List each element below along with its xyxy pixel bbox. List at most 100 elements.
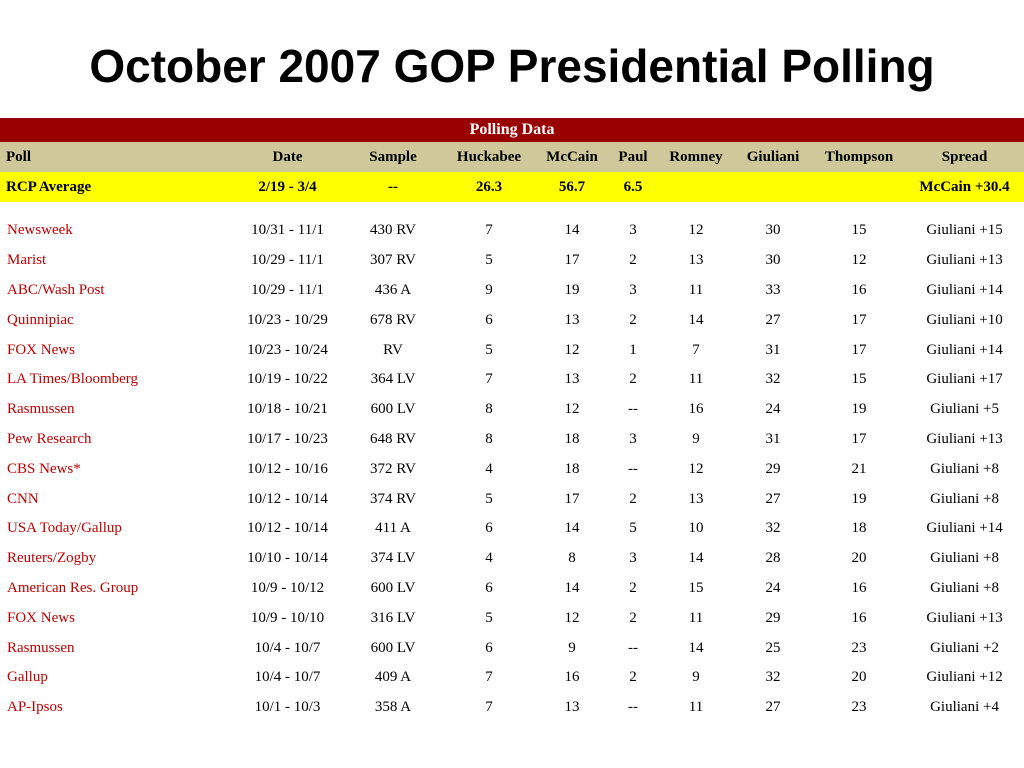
giuliani-cell: 32 [765,520,781,537]
header-huckabee[interactable]: Huckabee [441,142,537,172]
sample-cell: 436 A [374,281,412,298]
average-giuliani [733,172,813,202]
huckabee-cell: 6 [485,520,493,537]
table-row: Quinnipiac 10/23 - 10/29 678 RV 6 13 2 14 27 17 G… [0,305,1024,335]
header-date[interactable]: Date [230,142,345,172]
poll-link[interactable]: USA Today/Gallup [7,520,122,537]
sample-cell: 411 A [375,520,411,537]
date-cell: 10/23 - 10/24 [247,341,328,358]
table-row: FOX News 10/23 - 10/24 RV 5 12 1 7 31 17 Giuliani… [0,335,1024,365]
poll-link[interactable]: AP-Ipsos [7,699,63,716]
huckabee-cell: 7 [485,669,493,686]
spread-cell: Giuliani +17 [926,371,1003,388]
header-sample[interactable]: Sample [345,142,441,172]
table-row: AP-Ipsos 10/1 - 10/3 358 A 7 13 -- 11 27 23 Giuli… [0,693,1024,723]
average-romney [659,172,733,202]
poll-link[interactable]: Quinnipiac [7,311,74,328]
giuliani-cell: 31 [765,341,781,358]
giuliani-cell: 27 [765,311,781,328]
poll-link[interactable]: Pew Research [7,430,92,447]
poll-cell: ABC/Wash Post [0,276,230,306]
thompson-cell: 16 [851,579,867,596]
sample-cell: 600 LV [370,401,416,418]
table-row: USA Today/Gallup 10/12 - 10/14 411 A 6 14 5 10… [0,514,1024,544]
poll-link[interactable]: LA Times/Bloomberg [7,371,139,388]
romney-cell: 15 [688,579,704,596]
header-poll[interactable]: Poll [0,142,230,172]
giuliani-cell: 24 [765,579,781,596]
huckabee-cell: 6 [485,579,493,596]
paul-cell: 2 [629,252,637,269]
poll-link[interactable]: Reuters/Zogby [7,550,97,567]
poll-link[interactable]: CNN [7,490,39,507]
romney-cell: 12 [688,460,704,477]
paul-cell: -- [628,460,638,477]
huckabee-cell: 8 [485,430,493,447]
huckabee-cell: 7 [485,699,493,716]
huckabee-cell: 7 [485,371,493,388]
giuliani-cell: 30 [765,222,781,239]
spread-cell: Giuliani +13 [926,430,1003,447]
date-cell: 10/12 - 10/14 [247,520,328,537]
giuliani-cell: 30 [765,252,781,269]
header-mccain[interactable]: McCain [537,142,607,172]
huckabee-cell: 8 [485,401,493,418]
spread-cell: Giuliani +12 [926,669,1003,686]
giuliani-cell: 33 [765,281,781,298]
poll-cell: LA Times/Bloomberg [0,365,230,395]
poll-link[interactable]: FOX News [7,609,75,626]
poll-link[interactable]: Marist [7,252,47,269]
table-band-label: Polling Data [0,118,1024,142]
header-romney[interactable]: Romney [659,142,733,172]
poll-link[interactable]: ABC/Wash Post [7,281,105,298]
date-cell: 10/9 - 10/10 [250,609,325,626]
poll-link[interactable]: CBS News* [7,460,81,477]
header-giuliani[interactable]: Giuliani [733,142,813,172]
romney-cell: 7 [692,341,700,358]
paul-cell: 2 [629,311,637,328]
poll-link[interactable]: Newsweek [7,222,73,239]
poll-link[interactable]: Gallup [7,669,48,686]
poll-cell: Rasmussen [0,395,230,425]
thompson-cell: 18 [851,520,867,537]
mccain-cell: 8 [568,550,576,567]
spread-cell: Giuliani +14 [926,341,1003,358]
huckabee-cell: 5 [485,609,493,626]
huckabee-cell: 5 [485,341,493,358]
spread-cell: Giuliani +10 [926,311,1003,328]
mccain-cell: 14 [564,222,580,239]
table-row: ABC/Wash Post 10/29 - 11/1 436 A 9 19 3 11 33 16… [0,276,1024,306]
table-body: RCP Average 2/19 - 3/4 -- 26.3 56.7 6.5 … [0,172,1024,723]
huckabee-cell: 5 [485,490,493,507]
average-spread: McCain +30.4 [905,172,1024,202]
spread-cell: Giuliani +15 [926,222,1003,239]
giuliani-cell: 29 [765,460,781,477]
header-thompson[interactable]: Thompson [813,142,905,172]
header-paul[interactable]: Paul [607,142,659,172]
sample-cell: 430 RV [370,222,416,239]
header-spread[interactable]: Spread [905,142,1024,172]
mccain-cell: 13 [564,699,580,716]
sample-cell: RV [383,341,403,358]
poll-cell: FOX News [0,603,230,633]
poll-link[interactable]: Rasmussen [7,639,75,656]
giuliani-cell: 29 [765,609,781,626]
sample-cell: 600 LV [370,639,416,656]
spacer-cell [0,202,1024,216]
average-paul: 6.5 [607,172,659,202]
poll-cell: American Res. Group [0,574,230,604]
table-header-row: Poll Date Sample Huckabee McCain Paul Ro… [0,142,1024,172]
sample-cell: 648 RV [370,430,416,447]
table-row: Reuters/Zogby 10/10 - 10/14 374 LV 4 8 3 14 28 2… [0,544,1024,574]
poll-link[interactable]: FOX News [7,341,75,358]
mccain-cell: 12 [564,341,580,358]
romney-cell: 9 [692,669,700,686]
sample-cell: 678 RV [370,311,416,328]
polling-table: Polling Data Poll Date Sample Huckabee M… [0,118,1024,723]
table-row: Newsweek 10/31 - 11/1 430 RV 7 14 3 12 30 15 Giul… [0,216,1024,246]
spread-cell: Giuliani +14 [926,281,1003,298]
poll-link[interactable]: American Res. Group [7,579,139,596]
paul-cell: 1 [629,341,637,358]
poll-cell: CBS News* [0,454,230,484]
poll-link[interactable]: Rasmussen [7,401,75,418]
